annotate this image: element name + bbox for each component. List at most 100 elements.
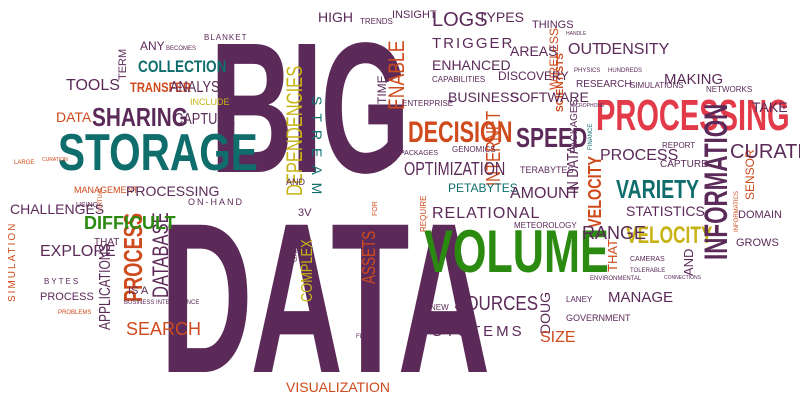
word-management: MANAGEMENT — [74, 185, 139, 195]
word-business: BUSINESS — [448, 89, 519, 105]
word-bytes: BYTES — [44, 277, 81, 286]
word-insight: INSIGHT — [392, 9, 437, 21]
word-amount: AMOUNT — [510, 185, 580, 202]
word-storage: STORAGE — [58, 124, 258, 182]
word-software: SOFTWARE — [510, 89, 589, 105]
word-statistics: STATISTICS — [626, 203, 705, 219]
word-networks: NETWORKS — [706, 85, 753, 94]
word-tolerable: TOLERABLE — [630, 268, 666, 274]
word-velocity-left: VELOCITY — [585, 155, 605, 228]
word-explore: EXPLORE — [40, 243, 116, 260]
word-include: INCLUDE — [190, 97, 230, 107]
word-difficult: DIFFICULT — [84, 213, 176, 233]
word-is-a: IS A — [128, 285, 149, 297]
word-genomics: GENOMICS — [452, 145, 496, 154]
word-manage: MANAGE — [608, 289, 674, 306]
word-velocity-right: VELOCITY — [626, 222, 713, 249]
word-packages: PACKAGES — [400, 150, 438, 157]
word-connections: CONNECTIONS — [664, 275, 701, 281]
word-capabilities: CAPABILITIES — [432, 75, 486, 84]
word-stream: STREAM — [309, 96, 325, 203]
word-petabytes: PETABYTES — [448, 181, 518, 195]
word-out: OUT — [568, 41, 602, 58]
word-handle: HANDLE — [566, 31, 587, 37]
word-3v: 3V — [298, 207, 312, 219]
word-enterprise: ENTERPRISE — [402, 99, 454, 108]
word-laney: LANEY — [566, 295, 593, 304]
word-domain: DOMAIN — [738, 209, 782, 221]
word-logs: LOGS — [432, 9, 488, 31]
word-tools: TOOLS — [66, 77, 120, 94]
word-transfer: TRANSFER — [130, 79, 191, 95]
word-any: ANY — [140, 39, 165, 53]
word-using: USING — [76, 202, 99, 209]
word-on-hand: ON-HAND — [188, 197, 244, 207]
word-density: DENSITY — [600, 41, 670, 58]
word-meteorology: METEOROLOGY — [514, 221, 577, 230]
word-trends: TRENDS — [360, 17, 393, 26]
word-discovery: DISCOVERY — [498, 69, 569, 83]
word-variety: VARIETY — [616, 174, 700, 204]
word-government: GOVERNMENT — [566, 313, 631, 323]
word-capture-right: CAPTURE — [660, 159, 708, 170]
word-speed: SPEED — [516, 122, 588, 153]
word-time: TIME — [375, 75, 389, 104]
word-process-left: PROCESS — [40, 291, 94, 303]
word-data-small: DATA — [56, 109, 92, 125]
word-volume: VOLUME — [424, 218, 609, 285]
word-challenges: CHALLENGES — [10, 201, 105, 217]
word-areas: AREAS — [510, 43, 558, 59]
word-forms: FORMS — [368, 294, 375, 320]
word-trigger: TRIGGER — [432, 35, 515, 52]
word-that: THAT — [94, 237, 120, 248]
word-research: RESEARCH — [576, 79, 632, 90]
word-term: TERM — [117, 48, 129, 80]
word-problems: PROBLEMS — [58, 310, 92, 316]
word-processing: PROCESSING — [596, 91, 790, 140]
word-making: MAKING — [664, 71, 724, 88]
word-report: REPORT — [662, 141, 696, 150]
word-things: THINGS — [532, 19, 574, 31]
word-enhanced: ENHANCED — [432, 57, 511, 73]
word-optimization: OPTIMIZATION — [404, 159, 506, 179]
word-that-vertical: THAT — [605, 239, 620, 272]
word-high: HIGH — [318, 9, 353, 25]
word-becomes: BECOMES — [166, 46, 197, 52]
word-systems: SYSTEMS — [432, 323, 525, 340]
word-environmental: ENVIRONMENTAL — [590, 276, 642, 282]
word-physics: PHYSICS — [574, 68, 601, 74]
word-take: TAKE — [752, 99, 788, 115]
word-new: NEW — [430, 303, 449, 312]
word-types: TYPES — [478, 9, 524, 25]
word-processing-left: PROCESSING — [126, 183, 220, 199]
word-complex: COMPLEX — [299, 239, 316, 302]
word-analysis: ANALYSIS — [170, 79, 232, 96]
word-terabytes: TERABYTES — [520, 165, 574, 175]
word-business-intelligence: BUSINESS INTELLIGENCE — [124, 300, 200, 306]
word-capture-left: CAPTURE — [174, 111, 236, 128]
word-finance: FINANCE — [588, 123, 594, 150]
word-range: RANGE — [582, 223, 647, 243]
word-curate: CURATE — [730, 141, 800, 163]
word-grows: GROWS — [736, 237, 779, 249]
word-curation: CURATION — [42, 157, 68, 163]
word-visualization: VISUALIZATION — [286, 379, 390, 395]
word-and-vertical: AND — [681, 248, 696, 276]
word-hundreds: HUNDREDS — [608, 68, 643, 74]
word-sources: SOURCES — [454, 293, 539, 315]
word-flow: FLOW — [356, 334, 374, 340]
word-decision: DECISION — [408, 116, 513, 149]
word-require: REQUIRE — [419, 195, 428, 232]
word-doug: DOUG — [537, 292, 553, 334]
word-blanket: BLANKET — [204, 33, 248, 42]
word-information: INFORMATION — [698, 103, 734, 260]
word-relational: RELATIONAL — [432, 205, 541, 222]
word-size: SIZE — [540, 329, 576, 346]
word-data: DATA — [160, 179, 490, 405]
word-gartner: GARTNER — [292, 227, 299, 262]
word-sharing: SHARING — [92, 102, 188, 132]
word-for: FOR — [372, 201, 379, 216]
word-assets: ASSETS — [359, 230, 379, 284]
word-process: PROCESS — [600, 147, 679, 164]
